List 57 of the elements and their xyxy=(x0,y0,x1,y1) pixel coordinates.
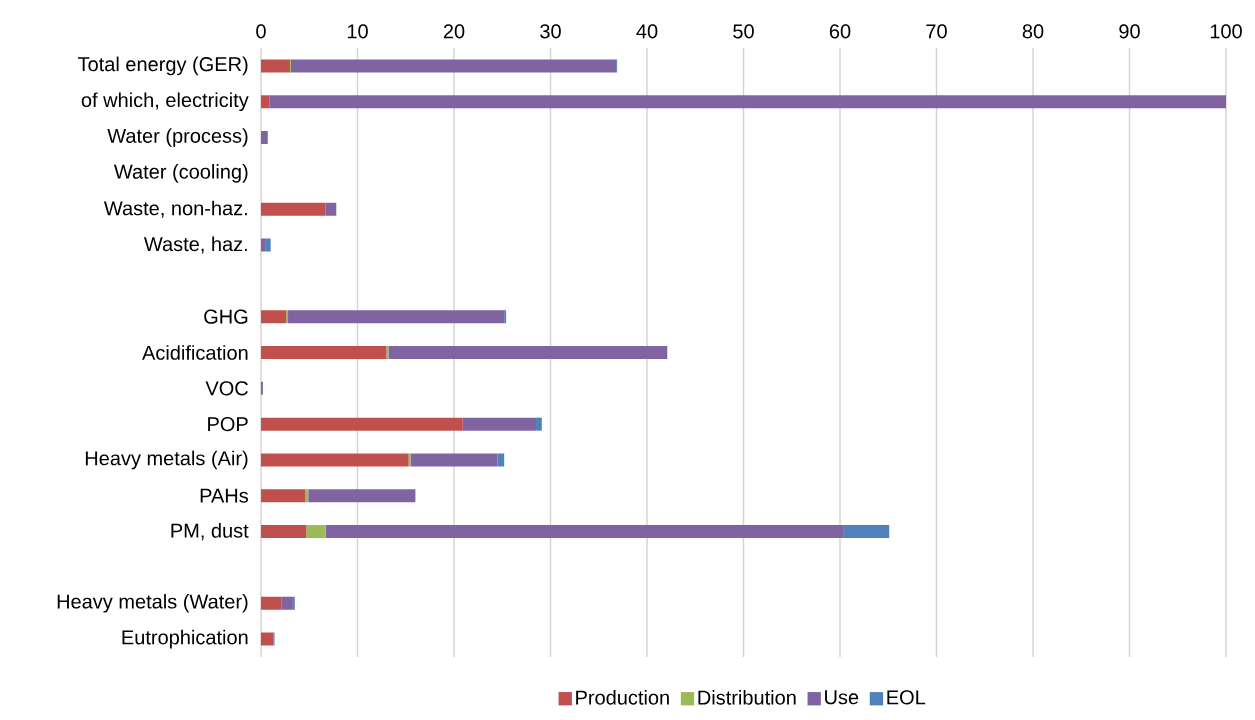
y-tick-label: PAHs xyxy=(200,488,249,503)
bar xyxy=(536,417,542,431)
bar xyxy=(261,453,409,467)
y-tick-label: GHG xyxy=(204,309,248,324)
x-tick-label: 90 xyxy=(1119,24,1140,39)
bar xyxy=(261,346,387,359)
x-tick-label: 50 xyxy=(733,24,754,39)
bar xyxy=(843,525,890,539)
y-tick-label: POP xyxy=(208,417,248,432)
x-tick-label: 70 xyxy=(926,24,947,39)
bar xyxy=(261,489,306,503)
bar xyxy=(261,417,463,431)
y-tick-label: Acidification xyxy=(142,345,248,360)
bar xyxy=(290,59,617,73)
legend-label: Distribution xyxy=(698,690,796,705)
bar xyxy=(261,525,307,539)
x-tick-label: 30 xyxy=(540,24,561,39)
y-tick-label: Waste, haz. xyxy=(143,236,247,254)
legend-label: Use xyxy=(825,690,859,705)
y-tick-label: Heavy metals (Air) xyxy=(85,450,248,470)
x-tick-label: 40 xyxy=(636,24,658,39)
x-tick-label: 80 xyxy=(1022,24,1044,39)
bar xyxy=(325,525,844,539)
y-tick-label: Water (cooling) xyxy=(113,164,248,183)
x-tick-label: 100 xyxy=(1210,24,1242,39)
bar xyxy=(261,202,326,216)
y-tick-label: Water (process) xyxy=(107,128,248,147)
bar xyxy=(261,310,287,324)
bar xyxy=(325,202,337,216)
y-tick-label: Heavy metals (Water) xyxy=(57,593,248,613)
bar xyxy=(269,95,1226,109)
y-tick-label: VOC xyxy=(205,381,248,396)
legend-label: Production xyxy=(576,690,669,705)
bar xyxy=(288,310,505,324)
y-tick-label: Eutrophication xyxy=(122,629,248,649)
y-tick-label: Waste, non-haz. xyxy=(103,200,247,218)
y-tick-label: of which, electricity xyxy=(81,92,249,112)
bar xyxy=(497,453,505,467)
y-tick-label: PM, dust xyxy=(171,523,249,541)
x-tick-label: 10 xyxy=(347,24,368,39)
bar xyxy=(305,489,309,503)
bar xyxy=(410,453,498,467)
y-tick-label: Total energy (GER) xyxy=(78,56,248,76)
legend-label: EOL xyxy=(887,690,926,705)
bar xyxy=(261,59,290,73)
bar xyxy=(306,525,326,539)
bar xyxy=(261,596,282,610)
bar xyxy=(308,489,416,503)
bar xyxy=(261,632,274,646)
x-tick-label: 60 xyxy=(829,24,851,39)
x-tick-label: 20 xyxy=(443,24,465,39)
bar xyxy=(462,417,537,431)
bar xyxy=(388,346,668,359)
x-tick-label: 0 xyxy=(256,24,266,39)
bar xyxy=(281,596,293,610)
bar xyxy=(261,95,270,109)
bar xyxy=(265,238,271,252)
